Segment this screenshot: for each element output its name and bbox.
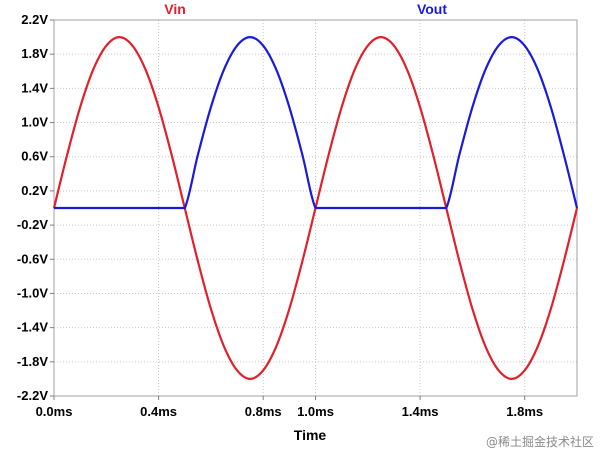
x-tick-label: 1.8ms xyxy=(506,404,543,419)
y-tick-label: -2.2V xyxy=(17,388,48,403)
series-line-vout xyxy=(54,35,579,210)
x-tick-label: 0.0ms xyxy=(36,404,73,419)
y-axis-ticks: 2.2V 1.8V 1.4V 1.0V 0.6V 0.2V -0.2V -0.6V -1.0V -… xyxy=(17,12,54,403)
x-tick-label: 1.0ms xyxy=(297,404,334,419)
legend-label-vout: Vout xyxy=(417,1,447,17)
y-tick-label: -0.6V xyxy=(17,251,48,266)
x-tick-label: 0.8ms xyxy=(245,404,282,419)
y-tick-label: 1.0V xyxy=(21,115,48,130)
y-tick-label: -0.2V xyxy=(17,217,48,232)
legend: Vin Vout xyxy=(164,1,447,17)
y-tick-label: 1.4V xyxy=(21,80,48,95)
y-tick-label: -1.8V xyxy=(17,354,48,369)
x-axis-title: Time xyxy=(294,427,327,443)
y-tick-label: 0.2V xyxy=(21,183,48,198)
x-tick-label: 0.4ms xyxy=(140,404,177,419)
y-tick-label: -1.0V xyxy=(17,285,48,300)
x-axis-ticks: 0.0ms 0.4ms 0.8ms 1.0ms 1.4ms 1.8ms xyxy=(36,396,543,419)
y-tick-label: 2.2V xyxy=(21,12,48,27)
series-layer xyxy=(52,35,579,381)
legend-label-vin: Vin xyxy=(164,1,186,17)
y-tick-label: 1.8V xyxy=(21,46,48,61)
x-tick-label: 1.4ms xyxy=(402,404,439,419)
y-tick-label: -1.4V xyxy=(17,320,48,335)
y-tick-label: 0.6V xyxy=(21,149,48,164)
watermark-text: @稀土掘金技术社区 xyxy=(486,434,594,449)
